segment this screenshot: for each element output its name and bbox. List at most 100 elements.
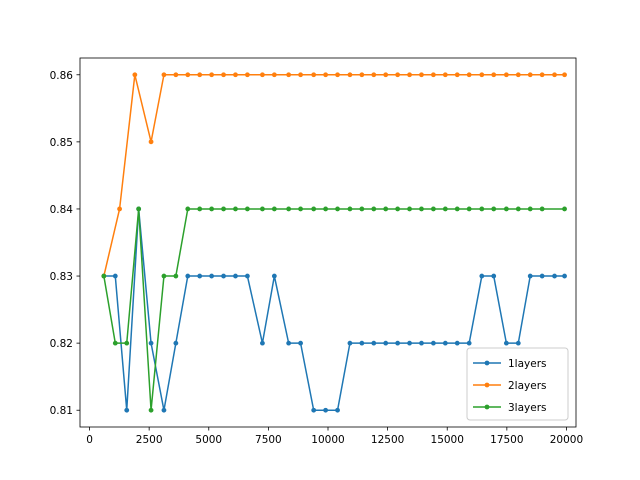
data-point-2layers <box>539 72 545 78</box>
data-point-1layers <box>466 340 472 346</box>
data-point-3layers <box>311 206 317 212</box>
series-2layers <box>101 72 567 279</box>
data-point-1layers <box>431 340 436 346</box>
data-point-2layers <box>491 72 497 78</box>
data-point-2layers <box>479 72 485 78</box>
legend-box <box>466 347 569 421</box>
data-point-2layers <box>383 72 389 78</box>
data-point-3layers <box>335 206 340 212</box>
data-point-2layers <box>359 72 365 78</box>
data-point-2layers <box>185 72 191 78</box>
data-point-2layers <box>197 72 203 78</box>
data-point-1layers <box>562 273 567 279</box>
data-point-1layers <box>260 340 265 346</box>
data-point-1layers <box>515 340 521 346</box>
data-point-3layers <box>539 206 545 212</box>
data-point-3layers <box>221 206 226 212</box>
legend-label-2layers: 2layers <box>508 380 547 392</box>
data-point-3layers <box>148 407 154 413</box>
data-point-1layers <box>161 407 167 413</box>
data-point-3layers <box>101 273 107 279</box>
data-point-2layers <box>442 72 448 78</box>
data-point-1layers <box>286 340 292 346</box>
data-point-3layers <box>431 206 436 212</box>
data-point-3layers <box>479 206 485 212</box>
data-point-3layers <box>442 206 448 212</box>
data-point-2layers <box>233 72 238 78</box>
x-tick-label: 7500 <box>255 434 282 446</box>
data-point-2layers <box>527 72 533 78</box>
data-point-3layers <box>260 206 265 212</box>
data-point-1layers <box>148 340 154 346</box>
data-point-1layers <box>173 340 179 346</box>
data-point-3layers <box>112 340 118 346</box>
data-point-3layers <box>419 206 424 212</box>
legend: 1layers 2layers 3layers <box>466 347 569 421</box>
series-layer <box>101 72 567 413</box>
data-point-2layers <box>419 72 424 78</box>
data-point-3layers <box>407 206 412 212</box>
data-point-1layers <box>298 340 303 346</box>
data-point-3layers <box>562 206 567 212</box>
data-point-3layers <box>124 340 130 346</box>
data-point-1layers <box>347 340 353 346</box>
data-point-1layers <box>552 273 557 279</box>
data-point-1layers <box>371 340 377 346</box>
data-point-3layers <box>185 206 191 212</box>
data-point-2layers <box>245 72 250 78</box>
data-point-1layers <box>395 340 401 346</box>
data-point-3layers <box>515 206 521 212</box>
x-tick-label: 5000 <box>195 434 222 446</box>
data-point-2layers <box>209 72 215 78</box>
data-point-3layers <box>233 206 238 212</box>
data-point-2layers <box>335 72 340 78</box>
legend-marker-2layers <box>484 382 490 388</box>
data-point-3layers <box>503 206 509 212</box>
data-point-2layers <box>552 72 557 78</box>
data-point-2layers <box>271 72 277 78</box>
x-tick-label: 15000 <box>431 434 464 446</box>
data-point-2layers <box>132 72 138 78</box>
legend-label-3layers: 3layers <box>508 402 547 414</box>
data-point-2layers <box>221 72 226 78</box>
data-point-2layers <box>407 72 412 78</box>
y-tick-label: 0.82 <box>50 338 73 350</box>
data-point-1layers <box>221 273 226 279</box>
data-point-2layers <box>515 72 521 78</box>
data-point-2layers <box>173 72 179 78</box>
data-point-1layers <box>539 273 545 279</box>
data-point-2layers <box>466 72 472 78</box>
x-tick-label: 20000 <box>550 434 583 446</box>
x-tick-label: 12500 <box>371 434 404 446</box>
data-point-1layers <box>442 340 448 346</box>
data-point-1layers <box>112 273 118 279</box>
data-point-1layers <box>323 407 329 413</box>
data-point-2layers <box>454 72 460 78</box>
data-point-3layers <box>245 206 250 212</box>
data-point-1layers <box>335 407 340 413</box>
data-point-2layers <box>371 72 377 78</box>
data-point-2layers <box>161 72 167 78</box>
data-point-1layers <box>419 340 424 346</box>
data-point-1layers <box>185 273 191 279</box>
data-point-3layers <box>371 206 377 212</box>
data-point-1layers <box>479 273 485 279</box>
x-tick-label: 0 <box>86 434 93 446</box>
legend-marker-1layers <box>484 360 490 366</box>
data-point-2layers <box>323 72 329 78</box>
data-point-1layers <box>311 407 317 413</box>
data-point-2layers <box>148 139 154 145</box>
series-1layers <box>101 206 567 413</box>
data-point-2layers <box>562 72 567 78</box>
data-point-1layers <box>383 340 389 346</box>
x-axis-ticks: 0 2500 5000 7500 10000 12500 15000 17500 20000 <box>86 427 583 446</box>
data-point-2layers <box>260 72 265 78</box>
data-point-3layers <box>136 206 142 212</box>
data-point-3layers <box>395 206 401 212</box>
data-point-2layers <box>503 72 509 78</box>
data-point-3layers <box>527 206 533 212</box>
data-point-2layers <box>286 72 292 78</box>
data-point-3layers <box>286 206 292 212</box>
data-point-3layers <box>383 206 389 212</box>
